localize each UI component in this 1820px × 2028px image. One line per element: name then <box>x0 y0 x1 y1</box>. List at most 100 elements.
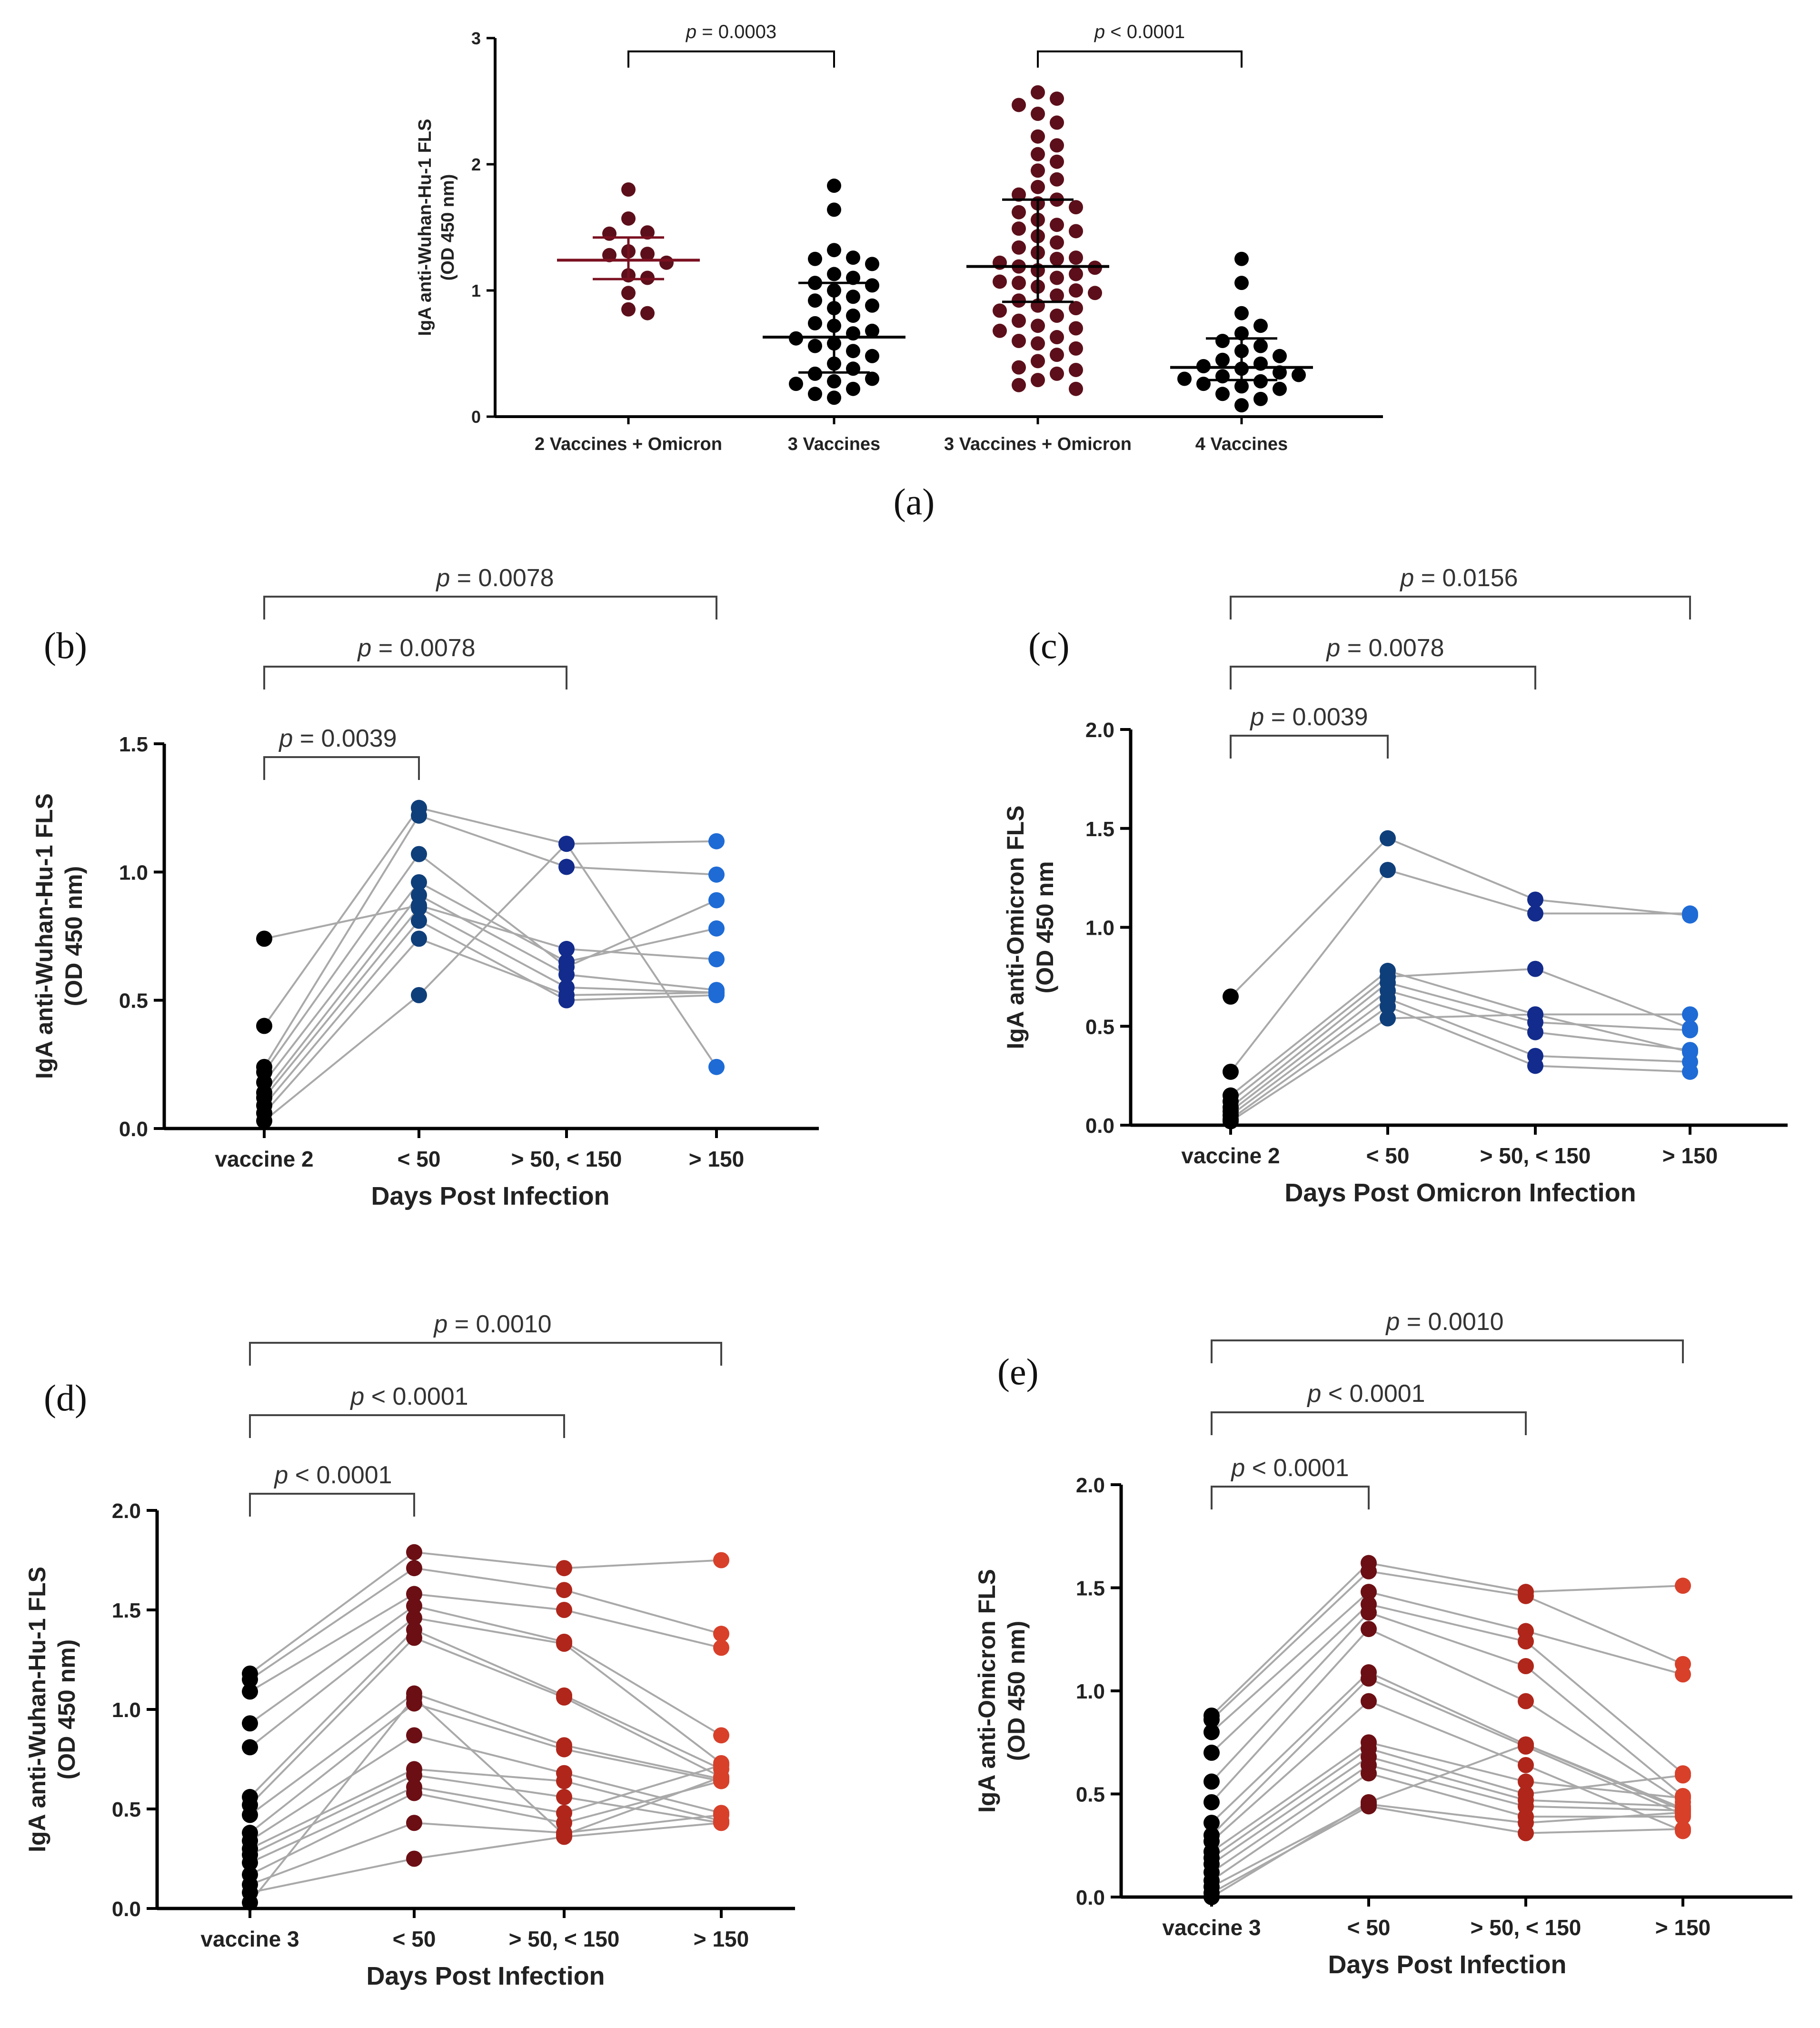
panel-e-data-point <box>1675 1666 1691 1683</box>
panel-a-data-point <box>1012 221 1026 236</box>
panel-c-category-label: > 50, < 150 <box>1480 1143 1591 1168</box>
panel-e-data-point <box>1518 1588 1534 1604</box>
panel-b-p-value-italic-p: p <box>435 564 450 592</box>
panel-a-scatter-plot: 0 1 2 3 IgA anti-Wuhan-Hu-1 FLS (OD 450 nm) 2 … <box>415 21 1383 454</box>
panel-e-subject-line <box>1211 1748 1683 1859</box>
panel-a-data-point <box>827 374 841 389</box>
panel-e-data-point <box>1361 1604 1377 1621</box>
panel-b-data-point <box>411 846 427 862</box>
panel-e-subject-line <box>1211 1562 1683 1717</box>
panel-a-y-tick-label: 2 <box>471 155 481 174</box>
panel-b-p-value: p = 0.0039 <box>278 725 397 752</box>
panel-a-data-point <box>865 349 879 363</box>
panel-a-p-value-value: < 0.0001 <box>1105 21 1185 42</box>
panel-b-subject-line <box>263 881 717 1083</box>
panel-a-data-point <box>640 225 655 240</box>
panel-c-subject-line <box>1230 1005 1691 1120</box>
panel-a-data-point <box>1050 172 1064 187</box>
panel-e-data-point <box>1518 1757 1534 1773</box>
panel-a-y-axis-label-line1: IgA anti-Wuhan-Hu-1 FLS <box>415 119 435 336</box>
panel-b-y-axis-label: IgA anti-Wuhan-Hu-1 FLS (OD 450 nm) <box>31 793 87 1079</box>
panel-d-y-tick-label: 0.0 <box>112 1898 141 1921</box>
panel-e-data-point <box>1675 1578 1691 1594</box>
panel-d-data-point <box>713 1757 729 1774</box>
panel-d-data-point <box>406 1560 422 1577</box>
panel-d-data-point <box>406 1544 422 1560</box>
panel-a-data-point <box>602 226 617 241</box>
panel-b-category-label: > 50, < 150 <box>511 1147 622 1171</box>
panel-c-data-point <box>1527 1006 1543 1023</box>
panel-c-y-axis-label-line1: IgA anti-Omicron FLS <box>1002 805 1029 1049</box>
panel-a-data-point <box>1050 366 1064 381</box>
panel-a-y-axis-label-line2: (OD 450 nm) <box>438 174 458 281</box>
panel-e-subject-line <box>1211 1741 1683 1853</box>
panel-a-data-point <box>846 361 860 376</box>
panel-d-data-point <box>406 1609 422 1626</box>
panel-a-data-point <box>1012 293 1026 308</box>
panel-a-data-point <box>1012 313 1026 328</box>
panel-b-data-point <box>708 984 725 1001</box>
panel-d-y-axis-label-line2: (OD 450 nm) <box>53 1639 80 1780</box>
panel-d-data-point <box>556 1827 572 1843</box>
panel-d-subject-line <box>249 1774 722 1856</box>
panel-c-p-value-value: = 0.0156 <box>1414 564 1518 592</box>
panel-e-data-point <box>1203 1711 1220 1728</box>
panel-b-data-point <box>411 912 427 929</box>
panel-e-data-point <box>1203 1815 1220 1831</box>
panel-c-subject-line <box>1230 1013 1691 1122</box>
panel-a-y-tick-label: 0 <box>471 407 481 427</box>
panel-d-data-point <box>556 1741 572 1758</box>
panel-a-y-axis-label: IgA anti-Wuhan-Hu-1 FLS (OD 450 nm) <box>415 119 458 336</box>
panel-c-p-value: p = 0.0156 <box>1399 564 1518 592</box>
panel-a-data-point <box>1031 107 1045 121</box>
panel-c-y-axis-label-line2: (OD 450 nm <box>1032 861 1058 994</box>
panel-d-comparison-bracket <box>249 1493 415 1517</box>
panel-a-data-point <box>846 344 860 359</box>
panel-a-data-point <box>1234 326 1249 341</box>
panel-b-category-label: < 50 <box>398 1147 441 1171</box>
panel-b-p-value: p = 0.0078 <box>435 564 554 592</box>
panel-d-data-point <box>713 1639 729 1656</box>
panel-d-label: (d) <box>44 1377 87 1419</box>
panel-c-subject-line <box>1230 869 1690 1073</box>
panel-a-data-point <box>993 323 1007 338</box>
panel-e-y-tick-label: 0.0 <box>1076 1886 1105 1909</box>
panel-a-data-point <box>1012 205 1026 220</box>
panel-b-subject-line <box>263 842 717 1122</box>
panel-d-data-point <box>406 1598 422 1614</box>
panel-a-data-point <box>1069 200 1083 215</box>
panel-a-data-point <box>1292 368 1306 382</box>
panel-c-comparison-bracket <box>1230 735 1389 759</box>
panel-d-line-plot: (d) 0.0 0.5 1.0 1.5 2.0 IgA anti-Wuhan-Hu-1 FL… <box>24 1310 795 1990</box>
panel-c-p-value-italic-p: p <box>1399 564 1414 592</box>
panel-d-comparison-bracket <box>249 1342 722 1366</box>
panel-d-data-point <box>713 1769 729 1786</box>
panel-c-subject-line <box>1230 969 1690 1097</box>
panel-d-comparison-bracket <box>249 1414 565 1438</box>
panel-c-data-point <box>1527 905 1543 922</box>
panel-c-p-value-italic-p: p <box>1325 634 1340 662</box>
panel-a-data-point <box>865 371 879 386</box>
panel-d-data-point <box>406 1689 422 1706</box>
panel-b-data-point <box>558 940 575 957</box>
panel-a-comparison-bracket <box>1037 50 1243 68</box>
panel-d-data-point <box>556 1602 572 1618</box>
panel-b-subject-line <box>263 919 717 1106</box>
panel-a-data-point <box>1050 154 1064 169</box>
panel-d-y-axis-label-line1: IgA anti-Wuhan-Hu-1 FLS <box>24 1567 50 1852</box>
panel-a-data-point <box>808 316 822 330</box>
panel-b-p-value: p = 0.0078 <box>357 634 475 662</box>
panel-d-data-point <box>556 1582 572 1598</box>
panel-e-subject-line <box>1211 1700 1683 1842</box>
panel-b-data-point <box>558 953 575 970</box>
panel-c-category-label: < 50 <box>1366 1143 1410 1168</box>
panel-d-subject-line <box>249 1764 722 1864</box>
panel-d-data-point <box>242 1683 258 1700</box>
panel-a-data-point <box>1012 360 1026 375</box>
panel-d-subject-line <box>249 1814 722 1886</box>
panel-a-p-value: p = 0.0003 <box>686 21 776 42</box>
panel-a-data-point <box>1234 276 1249 290</box>
panel-a-data-point <box>1050 348 1064 362</box>
panel-e-y-tick-label: 0.5 <box>1076 1783 1105 1807</box>
panel-d-subject-line <box>249 1702 722 1834</box>
